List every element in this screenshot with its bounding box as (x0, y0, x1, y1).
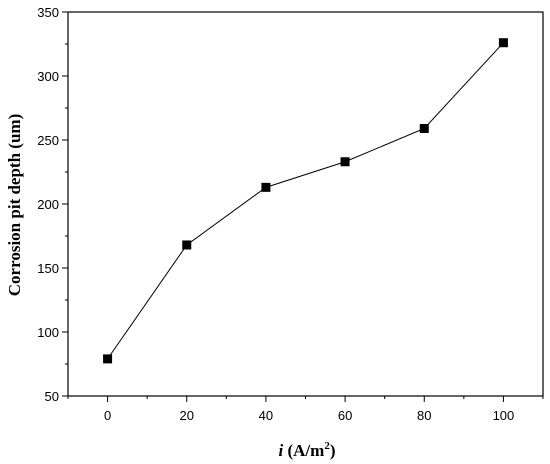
y-tick-label: 100 (37, 325, 59, 340)
x-tick-label: 100 (493, 408, 515, 423)
x-axis-label-unit: (A/m (283, 441, 324, 460)
ticks (62, 11, 544, 402)
x-tick-label: 60 (338, 408, 352, 423)
series (103, 38, 508, 364)
y-tick-label: 350 (37, 5, 59, 20)
y-tick-label: 300 (37, 69, 59, 84)
data-point (340, 157, 350, 167)
data-point (419, 123, 429, 133)
data-point (261, 182, 271, 192)
y-tick-label: 200 (37, 197, 59, 212)
data-point (103, 354, 113, 364)
y-tick-label: 50 (45, 389, 59, 404)
x-axis-label: i (A/m2) (279, 440, 336, 460)
x-axis-label-variable: i (279, 441, 284, 460)
plot-frame (67, 11, 544, 397)
data-point (498, 38, 508, 48)
y-axis-label: Corrosion pit depth (um) (5, 114, 24, 296)
x-axis-label-close: ) (330, 441, 336, 460)
x-tick-label: 0 (104, 408, 111, 423)
x-tick-label: 80 (417, 408, 431, 423)
y-tick-label: 150 (37, 261, 59, 276)
data-point (182, 240, 192, 250)
series-line (107, 42, 504, 360)
x-axis-label-superscript: 2 (324, 440, 330, 452)
y-tick-label: 250 (37, 133, 59, 148)
axes (67, 11, 544, 397)
tick-labels: 0 20 40 60 80 100 50 100 150 200 250 300 350 (37, 5, 514, 423)
x-tick-label: 20 (180, 408, 194, 423)
x-tick-label: 40 (259, 408, 273, 423)
